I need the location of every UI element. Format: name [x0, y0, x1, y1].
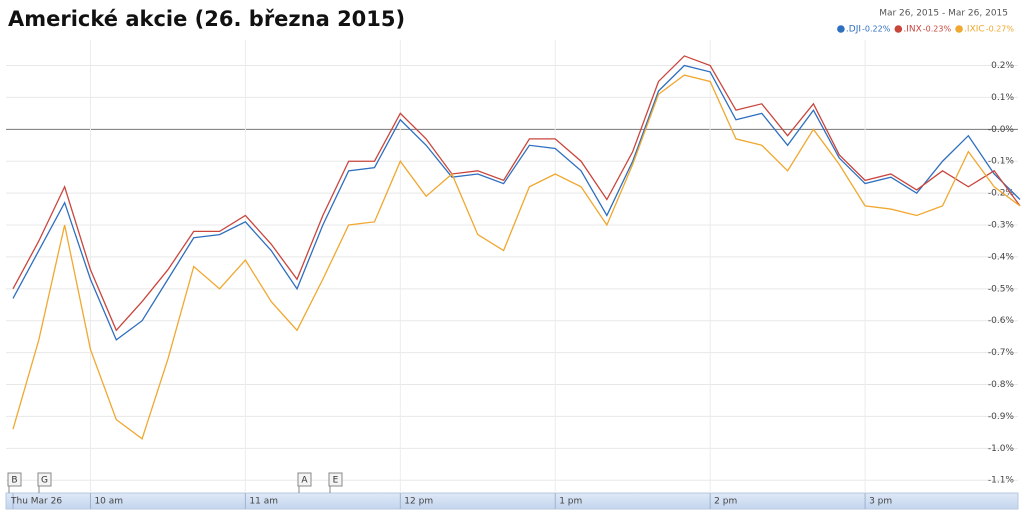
- series-line: [12, 64, 1021, 341]
- series-line: [12, 74, 1021, 440]
- date-range: Mar 26, 2015 - Mar 26, 2015: [879, 9, 1008, 19]
- chart-title: Americké akcie (26. března 2015): [8, 7, 405, 31]
- flag-box: [328, 472, 343, 487]
- y-tick-label: 0.1%: [991, 93, 1014, 103]
- legend-marker: [894, 25, 903, 33]
- legend-marker: [837, 25, 845, 33]
- y-tick-label: -0.6%: [988, 316, 1015, 326]
- flag-label: G: [41, 476, 48, 486]
- legend-marker: [955, 25, 963, 33]
- legend-change: -0.27%: [986, 25, 1015, 34]
- x-tick-label: Thu Mar 26: [10, 497, 62, 507]
- x-tick-label: 11 am: [249, 497, 278, 507]
- flag-box: [7, 472, 22, 487]
- y-tick-label: 0.2%: [991, 61, 1014, 71]
- legend-change: -0.22%: [862, 25, 891, 34]
- y-tick-label: -0.7%: [988, 348, 1015, 358]
- x-tick-label: 10 am: [94, 497, 123, 507]
- flag-label: E: [333, 476, 339, 486]
- time-band: [5, 492, 1019, 510]
- legend-label: .IXIC: [964, 25, 985, 35]
- y-tick-label: -0.8%: [988, 380, 1015, 390]
- legend-label: .DJI: [846, 25, 861, 35]
- flag-label: A: [301, 476, 308, 486]
- y-tick-label: -0.5%: [988, 284, 1015, 294]
- y-tick-label: -0.4%: [988, 252, 1015, 262]
- legend-change: -0.23%: [923, 25, 952, 34]
- y-tick-label: -1.1%: [988, 476, 1015, 486]
- y-tick-label: -0.2%: [988, 189, 1015, 199]
- y-tick-label: -0.1%: [988, 157, 1015, 167]
- x-tick-label: 3 pm: [869, 497, 892, 507]
- y-tick-label: -1.0%: [988, 444, 1015, 454]
- legend-label: .INX: [903, 25, 921, 35]
- y-tick-label: -0.0%: [988, 125, 1015, 135]
- y-tick-label: -0.9%: [988, 412, 1015, 422]
- series-line: [12, 55, 1021, 332]
- y-tick-label: -0.3%: [988, 221, 1015, 231]
- legend: -0.27%.IXIC -0.23%.INX -0.22%.DJI: [837, 25, 1014, 35]
- flag-box: [37, 472, 52, 487]
- x-tick-label: 12 pm: [404, 497, 433, 507]
- x-tick-label: 1 pm: [559, 497, 582, 507]
- flag-box: [297, 472, 312, 487]
- x-tick-label: 2 pm: [714, 497, 737, 507]
- flag-label: B: [11, 476, 17, 486]
